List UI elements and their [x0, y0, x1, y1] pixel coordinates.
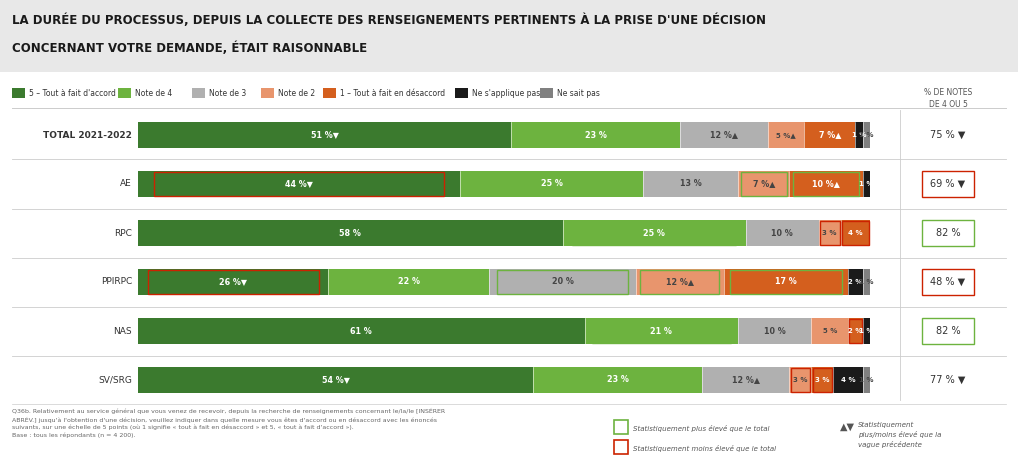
Text: 1 – Tout à fait en désaccord: 1 – Tout à fait en désaccord	[340, 89, 445, 98]
Text: 10 %▲: 10 %▲	[812, 179, 840, 188]
Text: 1 %: 1 %	[859, 181, 873, 187]
Text: 1 %: 1 %	[859, 377, 873, 383]
Text: 4 %: 4 %	[848, 230, 862, 236]
Text: % DE NOTES
DE 4 OU 5: % DE NOTES DE 4 OU 5	[924, 88, 972, 109]
Text: 44 %▼: 44 %▼	[285, 179, 313, 188]
Text: Note de 3: Note de 3	[209, 89, 246, 98]
Text: 3 %: 3 %	[823, 230, 837, 236]
Text: 1 %: 1 %	[859, 132, 873, 138]
Text: Note de 2: Note de 2	[278, 89, 316, 98]
Text: 4 %: 4 %	[841, 377, 855, 383]
Text: 1 %: 1 %	[859, 328, 873, 334]
Text: LA DURÉE DU PROCESSUS, DEPUIS LA COLLECTE DES RENSEIGNEMENTS PERTINENTS À LA PRI: LA DURÉE DU PROCESSUS, DEPUIS LA COLLECT…	[12, 14, 766, 28]
Text: Statistiquement moins élevé que le total: Statistiquement moins élevé que le total	[633, 445, 776, 452]
Text: 26 %▼: 26 %▼	[219, 278, 247, 287]
Text: SV/SRG: SV/SRG	[98, 376, 132, 385]
Text: 23 %: 23 %	[584, 130, 607, 139]
Text: 58 %: 58 %	[339, 228, 361, 238]
Text: 21 %: 21 %	[651, 327, 672, 336]
Text: 3 %: 3 %	[793, 377, 807, 383]
Text: 48 % ▼: 48 % ▼	[930, 277, 965, 287]
Text: 82 %: 82 %	[936, 228, 960, 238]
Text: Statistiquement
plus/moins élevé que la
vague précédente: Statistiquement plus/moins élevé que la …	[858, 422, 942, 448]
Text: 69 % ▼: 69 % ▼	[930, 179, 965, 189]
Text: 12 %▲: 12 %▲	[710, 130, 738, 139]
Text: 75 % ▼: 75 % ▼	[930, 130, 966, 140]
Text: Ne s'applique pas: Ne s'applique pas	[472, 89, 541, 98]
Text: 1 %: 1 %	[859, 279, 873, 285]
Text: 10 %: 10 %	[764, 327, 786, 336]
Text: 13 %: 13 %	[680, 179, 701, 188]
Text: 5 %: 5 %	[823, 328, 837, 334]
Text: NAS: NAS	[113, 327, 132, 336]
Text: CONCERNANT VOTRE DEMANDE, ÉTAIT RAISONNABLE: CONCERNANT VOTRE DEMANDE, ÉTAIT RAISONNA…	[12, 42, 367, 56]
Text: Note de 4: Note de 4	[135, 89, 172, 98]
Text: 82 %: 82 %	[936, 326, 960, 336]
Text: TOTAL 2021-2022: TOTAL 2021-2022	[43, 130, 132, 139]
Text: 61 %: 61 %	[350, 327, 373, 336]
Text: Statistiquement plus élevé que le total: Statistiquement plus élevé que le total	[633, 425, 770, 432]
Text: 23 %: 23 %	[607, 376, 628, 385]
Text: 22 %: 22 %	[398, 278, 419, 287]
Text: 1 %: 1 %	[852, 132, 866, 138]
Text: 12 %▲: 12 %▲	[666, 278, 693, 287]
Text: PPIRPC: PPIRPC	[101, 278, 132, 287]
Text: RPC: RPC	[114, 228, 132, 238]
Text: ▲▼: ▲▼	[840, 422, 855, 432]
Text: Ne sait pas: Ne sait pas	[557, 89, 600, 98]
Text: 20 %: 20 %	[552, 278, 573, 287]
Text: 25 %: 25 %	[643, 228, 665, 238]
Text: 7 %▲: 7 %▲	[752, 179, 775, 188]
Text: 54 %▼: 54 %▼	[322, 376, 349, 385]
Text: AE: AE	[120, 179, 132, 188]
Text: 5 – Tout à fait d'accord: 5 – Tout à fait d'accord	[29, 89, 116, 98]
Text: 77 % ▼: 77 % ▼	[930, 375, 966, 385]
Text: 5 %▲: 5 %▲	[776, 132, 796, 138]
Text: 2 %: 2 %	[848, 328, 862, 334]
Text: 12 %▲: 12 %▲	[732, 376, 759, 385]
Text: 51 %▼: 51 %▼	[310, 130, 339, 139]
Text: 10 %: 10 %	[772, 228, 793, 238]
Text: Q36b. Relativement au service général que vous venez de recevoir, depuis la rech: Q36b. Relativement au service général qu…	[12, 408, 445, 438]
Text: 3 %: 3 %	[815, 377, 830, 383]
Text: 2 %: 2 %	[848, 279, 862, 285]
Text: 25 %: 25 %	[541, 179, 563, 188]
Text: 17 %: 17 %	[775, 278, 797, 287]
Text: 7 %▲: 7 %▲	[818, 130, 841, 139]
